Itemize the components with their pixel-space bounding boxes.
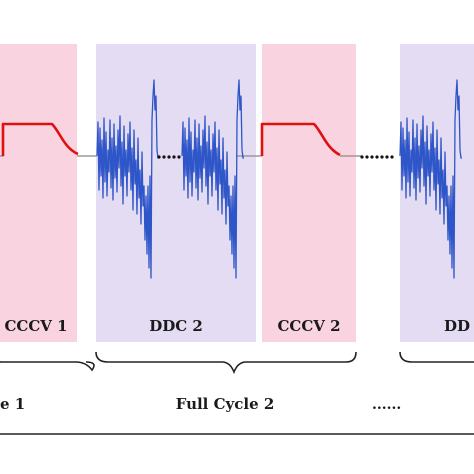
ddc3-burst-1: [399, 79, 462, 279]
cccv1-signal: [1, 122, 79, 156]
cycle-label-2: Full Cycle 2: [176, 395, 275, 413]
dots: [157, 155, 394, 159]
ddc-signals: [96, 79, 462, 279]
brace-cycle1: [0, 361, 95, 372]
phase-label-cccv2: CCCV 2: [277, 317, 340, 335]
cccv2-signal: [260, 122, 341, 157]
cycle-label-3: ......: [372, 397, 401, 413]
ddc3-band: [400, 44, 474, 342]
cccv2-band: [262, 44, 356, 342]
phase-label-ddc3: DD: [444, 317, 470, 335]
phase-label-ddc2: DDC 2: [149, 317, 203, 335]
phase-label-cccv1: CCCV 1: [4, 317, 67, 335]
cccv1-band: [0, 44, 77, 342]
ddc2-burst-1: [96, 79, 159, 279]
brace-cycle3: [399, 351, 474, 363]
ddc2-band: [96, 44, 256, 342]
cycle-braces: [0, 351, 474, 375]
cycle-label-1: e 1: [0, 395, 25, 413]
ddc2-burst-2: [181, 79, 244, 279]
brace-cycle2: [95, 351, 357, 375]
